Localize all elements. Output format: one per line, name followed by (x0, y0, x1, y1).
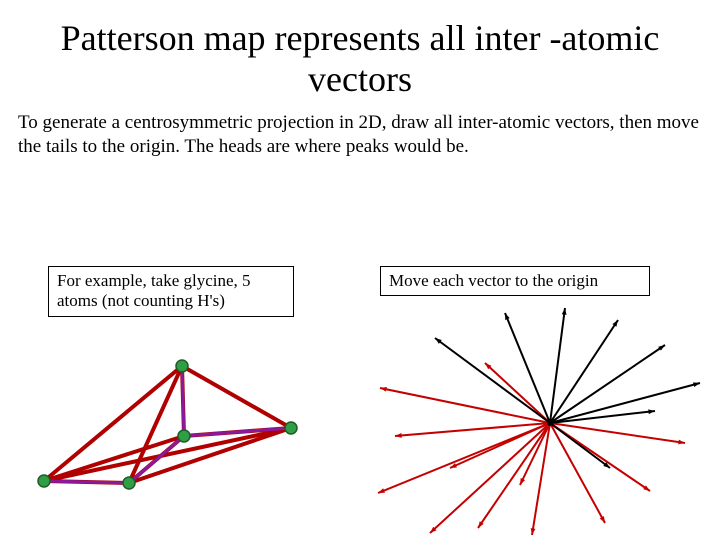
caption-left: For example, take glycine, 5 atoms (not … (48, 266, 294, 317)
page-title: Patterson map represents all inter -atom… (40, 18, 680, 101)
molecule-diagram (16, 328, 326, 528)
body-paragraph: To generate a centrosymmetric projection… (18, 111, 702, 159)
vector-star-diagram (350, 288, 710, 548)
